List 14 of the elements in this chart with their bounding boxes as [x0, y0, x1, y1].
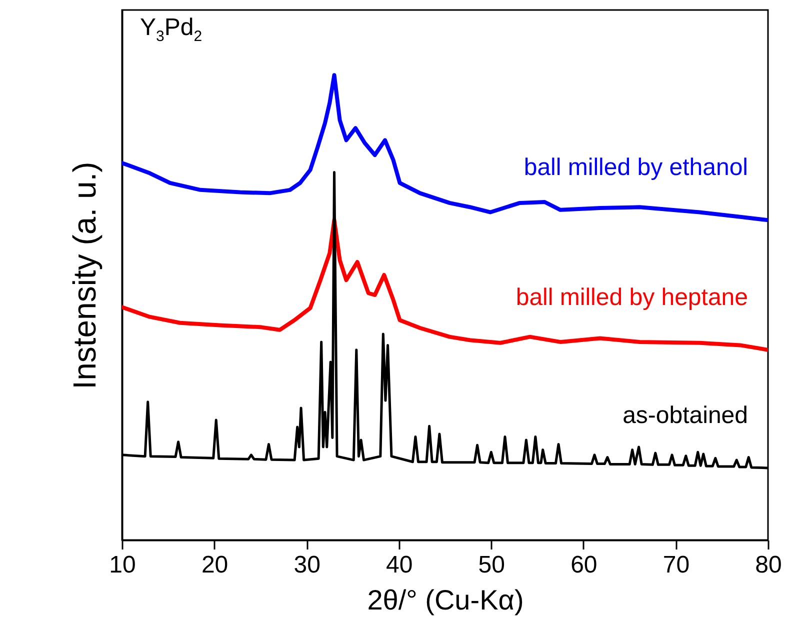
- y-axis-title: Instensity (a. u.): [66, 162, 102, 390]
- chart-title: Y$_{3}$Pd$_{2}$: [140, 14, 202, 45]
- x-axis-title: 2θ/° (Cu-Kα): [367, 584, 524, 616]
- series-label: ball milled by ethanol: [524, 154, 748, 182]
- x-tick-label: 60: [570, 552, 598, 578]
- x-tick-label: 30: [294, 552, 320, 578]
- x-tick-label: 40: [386, 552, 413, 578]
- x-tick-label: 10: [109, 552, 136, 578]
- x-tick-label: 70: [662, 552, 690, 578]
- series-label: ball milled by heptane: [516, 284, 748, 311]
- x-tick-label: 80: [755, 552, 782, 578]
- x-tick-label: 20: [201, 552, 228, 578]
- series-label: as-obtained: [622, 402, 748, 429]
- x-tick-label: 50: [478, 552, 505, 578]
